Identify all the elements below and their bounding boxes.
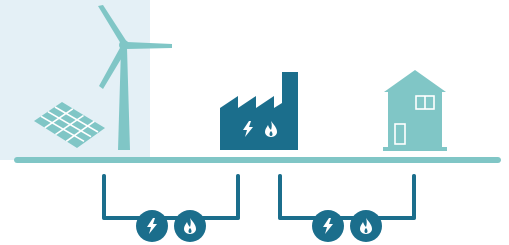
- page: [0, 0, 509, 245]
- storage-icons: [136, 210, 382, 242]
- factory: [220, 72, 298, 150]
- house: [383, 70, 447, 151]
- energy-illustration: [0, 0, 509, 245]
- power-line: [14, 157, 501, 163]
